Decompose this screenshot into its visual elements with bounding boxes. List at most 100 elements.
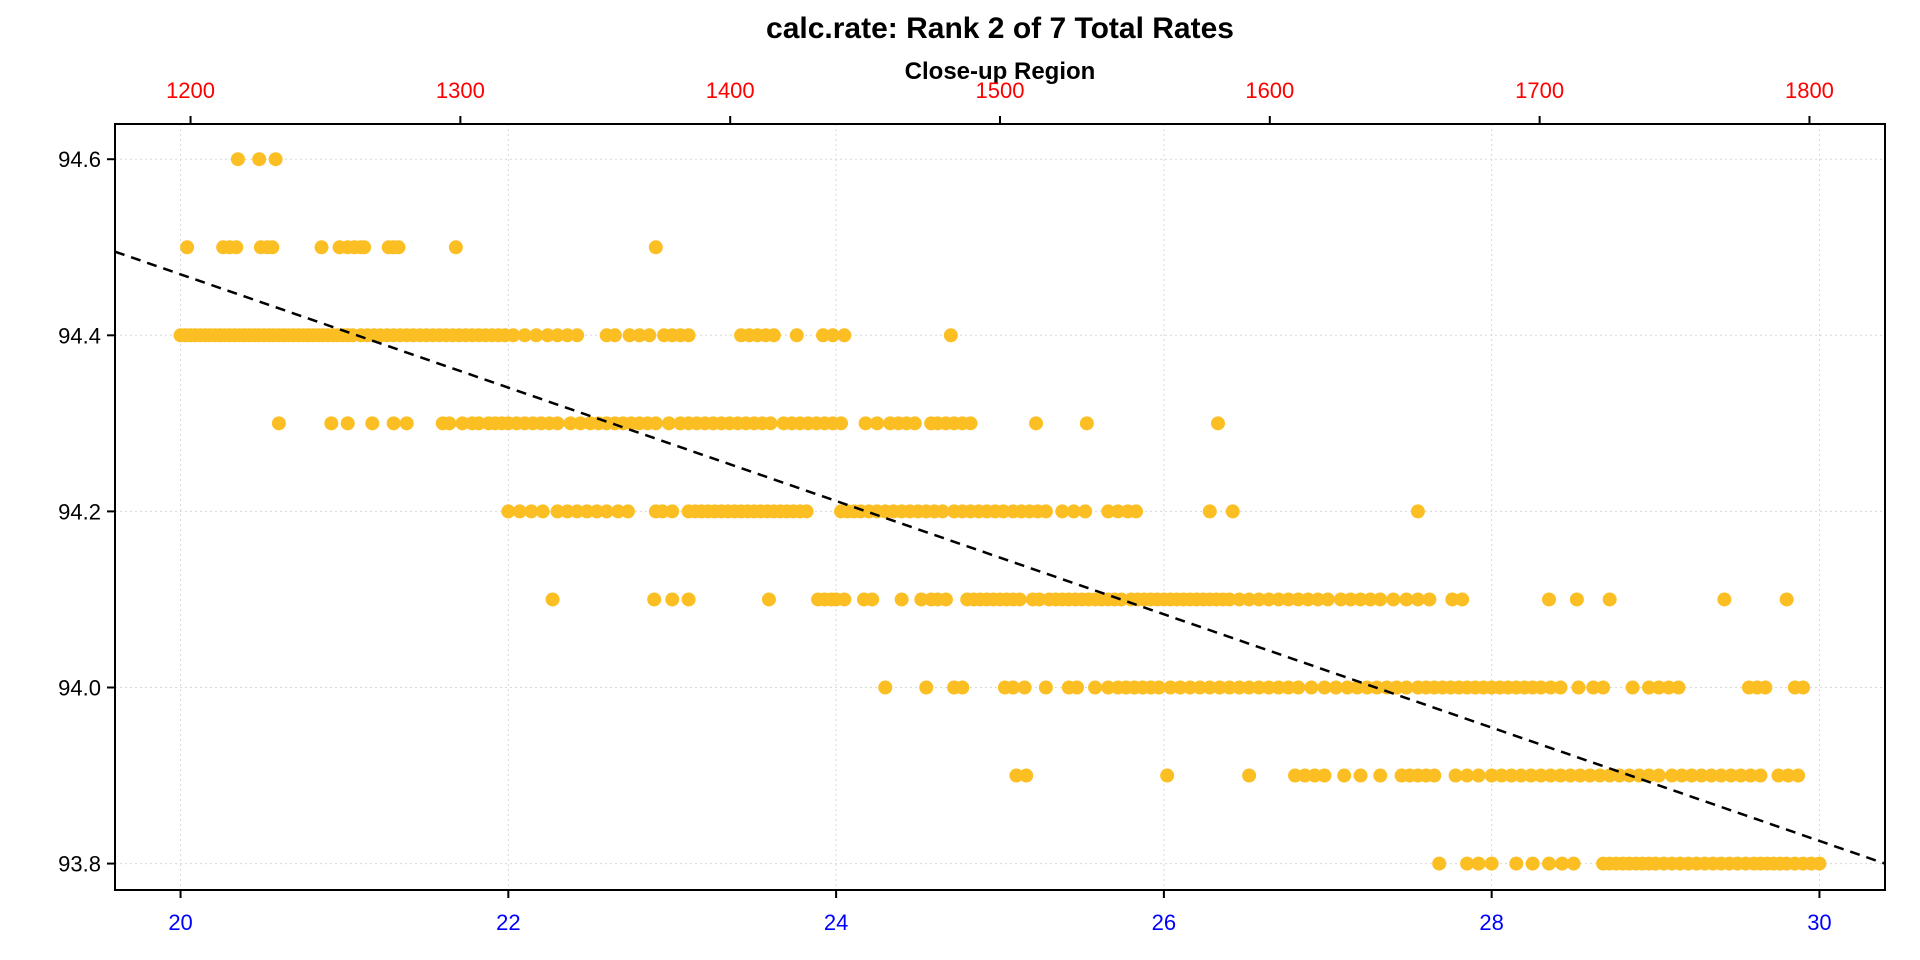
data-point — [858, 416, 873, 431]
data-point — [837, 592, 852, 607]
data-point — [1625, 680, 1640, 695]
data-point — [963, 416, 978, 431]
data-point — [324, 416, 339, 431]
x-bottom-tick-label: 22 — [496, 910, 520, 935]
data-point — [648, 416, 663, 431]
data-point — [1251, 680, 1266, 695]
chart-subtitle: Close-up Region — [905, 58, 1096, 85]
data-point — [1251, 592, 1266, 607]
data-point — [501, 504, 516, 519]
data-point — [681, 328, 696, 343]
data-point — [799, 504, 814, 519]
data-point — [1460, 856, 1475, 871]
data-point — [1320, 592, 1335, 607]
data-point — [1066, 504, 1081, 519]
data-point — [661, 416, 676, 431]
data-point — [647, 592, 662, 607]
data-point — [1017, 680, 1032, 695]
data-point — [1038, 504, 1053, 519]
data-point — [1281, 592, 1296, 607]
data-point — [365, 416, 380, 431]
data-point — [399, 416, 414, 431]
x-top-tick-label: 1300 — [436, 78, 485, 103]
data-point — [1484, 768, 1499, 783]
data-point — [1753, 768, 1768, 783]
data-point — [1514, 768, 1529, 783]
data-point — [589, 504, 604, 519]
data-point — [1674, 768, 1689, 783]
data-point — [1111, 504, 1125, 519]
data-point — [632, 328, 647, 343]
data-point — [1583, 768, 1597, 783]
data-point — [1009, 768, 1024, 783]
data-point — [265, 240, 280, 255]
data-point — [1379, 680, 1394, 695]
data-point — [1353, 768, 1368, 783]
data-point — [1543, 768, 1558, 783]
chart-title: calc.rate: Rank 2 of 7 Total Rates — [766, 12, 1234, 45]
data-point — [1812, 856, 1827, 871]
data-point — [665, 592, 680, 607]
data-point — [1202, 680, 1217, 695]
data-point — [1389, 680, 1404, 695]
data-point — [1743, 768, 1758, 783]
data-point — [1337, 768, 1352, 783]
data-point — [1553, 680, 1568, 695]
data-point — [442, 416, 457, 431]
data-point — [1791, 768, 1806, 783]
data-point — [1210, 416, 1225, 431]
data-point — [1612, 768, 1627, 783]
data-point — [1602, 592, 1617, 607]
data-point — [642, 328, 657, 343]
data-point — [816, 328, 830, 343]
data-point — [448, 240, 463, 255]
data-point — [1032, 592, 1047, 607]
data-point — [1704, 768, 1719, 783]
data-point — [512, 504, 527, 519]
data-point — [766, 328, 781, 343]
data-point — [1271, 680, 1286, 695]
data-point — [1029, 416, 1044, 431]
data-point — [1242, 680, 1257, 695]
data-point — [1543, 680, 1558, 695]
data-point — [1291, 680, 1306, 695]
data-point — [1427, 768, 1442, 783]
data-point — [1225, 504, 1240, 519]
x-bottom-tick-label: 30 — [1807, 910, 1831, 935]
data-point — [1448, 768, 1463, 783]
data-point — [943, 328, 958, 343]
data-point — [550, 328, 565, 343]
data-point — [1386, 592, 1401, 607]
data-point — [655, 504, 670, 519]
data-point — [1796, 680, 1811, 695]
fit-line — [114, 250, 1886, 865]
data-point — [1410, 504, 1425, 519]
data-points — [173, 152, 1827, 871]
data-point — [340, 416, 355, 431]
data-point — [1586, 680, 1601, 695]
data-point — [529, 328, 544, 343]
data-point — [471, 416, 486, 431]
data-point — [1555, 856, 1570, 871]
data-point — [1242, 592, 1257, 607]
data-point — [1684, 768, 1699, 783]
data-point — [665, 504, 680, 519]
data-point — [1232, 592, 1247, 607]
data-point — [599, 504, 614, 519]
data-point — [1340, 680, 1355, 695]
data-point — [545, 592, 560, 607]
data-point — [1445, 592, 1460, 607]
x-bottom-tick-label: 20 — [168, 910, 192, 935]
data-point — [1525, 856, 1540, 871]
data-point — [1733, 768, 1748, 783]
data-point — [1151, 680, 1166, 695]
data-point — [1078, 504, 1093, 519]
x-top-tick-label: 1800 — [1785, 78, 1834, 103]
data-point — [550, 416, 565, 431]
data-point — [935, 504, 950, 519]
data-point — [1101, 680, 1116, 695]
data-point — [1494, 768, 1509, 783]
data-point — [252, 152, 267, 167]
